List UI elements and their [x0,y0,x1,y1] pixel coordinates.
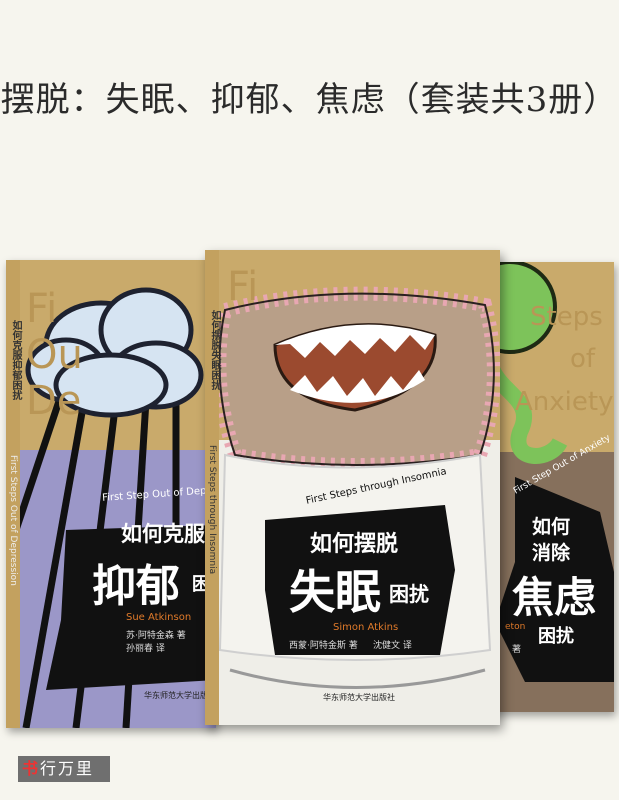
book-title-line2: 失眠 [289,565,381,619]
spine-english: First Steps Out of Depression [8,455,18,586]
book-title-line3: 焦虑 [512,573,597,622]
spine-title: 如何摆脱失眠困扰 [209,310,220,390]
book-insomnia: 如何摆脱失眠困扰 First Steps through Insomnia Fi… [205,250,500,725]
translator: 孙丽春 译 [126,644,165,654]
book-depression: 如何克服抑郁困扰 First Steps Out of Depression F… [6,260,216,728]
cloud-icon [25,287,204,418]
bg-text: Fi [227,264,259,310]
author-en: eton [505,622,526,632]
book-title-suffix: 困扰 [538,626,574,647]
publisher: 华东师范大学出版社 [144,691,216,700]
bg-text: Ou [26,332,83,378]
bg-text: Fi [26,286,58,332]
publisher: 华东师范大学出版社 [323,693,395,702]
author-cn: 苏·阿特金森 著 [126,631,186,641]
translator: 沈健文 译 [373,641,412,651]
author-cn: 著 [512,645,522,655]
book-title-line2: 抑郁 [92,561,180,612]
insomnia-cover-art [205,250,500,725]
mouth-icon [273,323,437,412]
watermark-first-char: 书 [22,759,41,778]
bg-text: De [26,378,82,424]
bg-text: of [570,344,596,374]
book-title-line1: 如何 [532,516,571,538]
spine-english: First Steps through Insomnia [207,445,217,575]
book-title-line1: 如何克服 [121,522,205,546]
bg-text: Steps [530,302,603,332]
watermark-logo: 书行万里 [18,756,110,782]
page-title: 摆脱：失眠、抑郁、焦虑（套装共3册） [0,80,619,120]
author-en: Sue Atkinson [126,612,192,623]
book-title-line2: 消除 [532,542,571,564]
author-cn: 西蒙·阿特金斯 著 [289,641,358,651]
author-en: Simon Atkins [333,622,399,633]
bg-text: Anxiety [515,387,614,417]
depression-cover-art [6,260,216,728]
watermark-rest: 行万里 [40,759,95,778]
book-title-line1: 如何摆脱 [310,532,399,557]
book-title-suffix: 困扰 [389,582,429,606]
spine-title: 如何克服抑郁困扰 [10,320,21,400]
